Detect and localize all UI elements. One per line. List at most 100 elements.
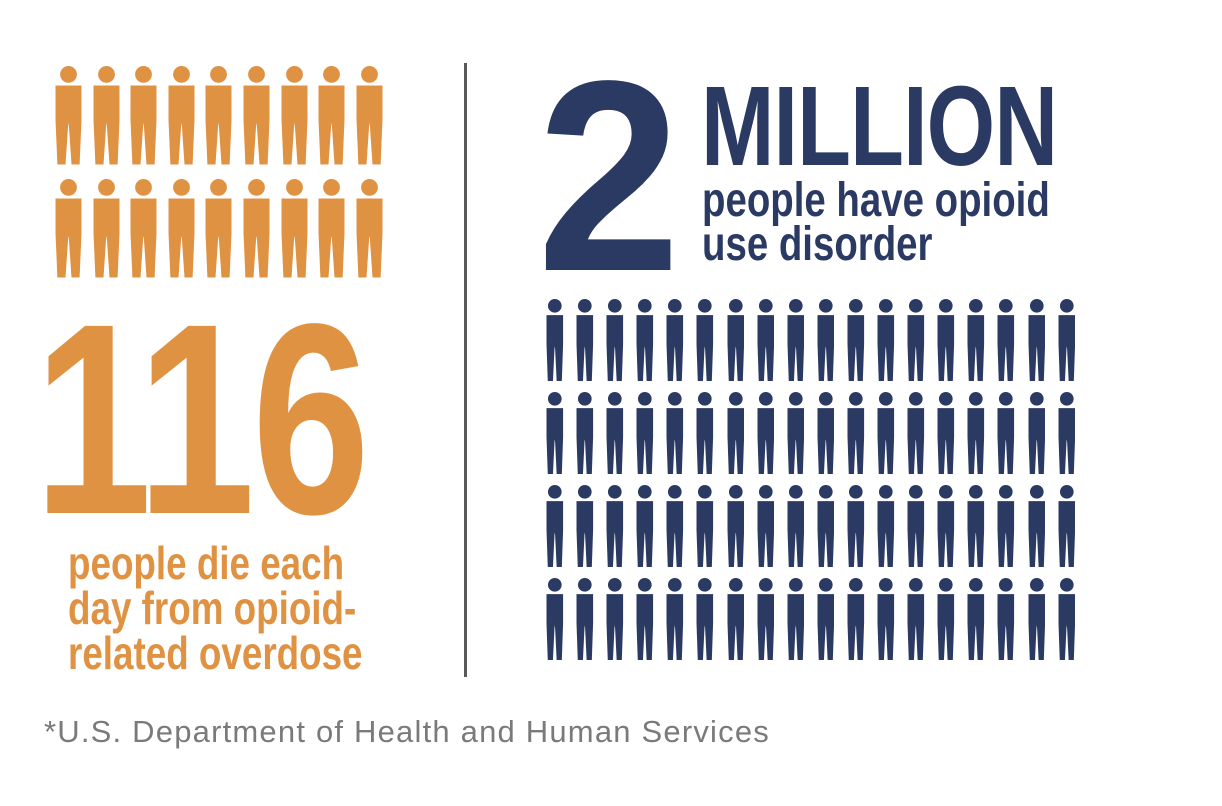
overdose-caption-line-1: people die each: [68, 537, 345, 589]
person-icon: [1058, 392, 1075, 475]
person-icon: [356, 179, 383, 278]
person-icon: [318, 66, 345, 165]
disorder-stat-number: 2: [537, 24, 681, 328]
person-icon: [967, 485, 985, 568]
person-icon: [937, 392, 955, 475]
person-icon: [576, 299, 594, 382]
person-icon: [1027, 299, 1045, 382]
disorder-pictogram-grid: [546, 299, 1075, 662]
person-icon: [997, 485, 1015, 568]
person-icon: [1058, 299, 1075, 382]
person-icon: [606, 485, 624, 568]
person-icon: [636, 485, 654, 568]
person-icon: [757, 485, 774, 568]
person-icon: [243, 66, 270, 165]
person-icon: [666, 578, 684, 661]
person-icon: [847, 392, 865, 475]
person-icon: [757, 299, 774, 382]
person-icon: [1027, 578, 1045, 661]
disorder-caption-line-2: use disorder: [702, 218, 933, 271]
person-icon: [696, 578, 714, 661]
person-icon: [877, 485, 895, 568]
person-icon: [937, 299, 955, 382]
person-icon: [967, 299, 985, 382]
person-icon: [787, 578, 804, 661]
person-icon: [907, 485, 925, 568]
person-icon: [636, 392, 654, 475]
person-icon: [1027, 485, 1045, 568]
person-icon: [546, 578, 564, 661]
person-icon: [546, 392, 564, 475]
person-icon: [281, 179, 308, 278]
person-icon: [55, 66, 82, 165]
person-icon: [847, 485, 865, 568]
overdose-stat-number: 116: [34, 267, 370, 571]
person-icon: [130, 66, 157, 165]
person-icon: [757, 392, 774, 475]
person-icon: [130, 179, 157, 278]
person-icon: [907, 578, 925, 661]
person-icon: [817, 299, 834, 382]
person-icon: [847, 578, 865, 661]
person-icon: [636, 578, 654, 661]
person-icon: [696, 392, 714, 475]
person-icon: [817, 485, 834, 568]
person-icon: [576, 392, 594, 475]
person-icon: [666, 485, 684, 568]
person-icon: [997, 299, 1015, 382]
person-icon: [907, 392, 925, 475]
person-icon: [93, 66, 120, 165]
person-icon: [997, 392, 1015, 475]
person-icon: [168, 66, 195, 165]
person-icon: [787, 392, 804, 475]
disorder-stat-unit: MILLION: [701, 63, 1058, 189]
person-icon: [205, 66, 232, 165]
person-icon: [318, 179, 345, 278]
person-icon: [205, 179, 232, 278]
disorder-caption: people have opioid use disorder: [702, 174, 1050, 271]
person-icon: [606, 299, 624, 382]
person-icon: [546, 485, 564, 568]
person-icon: [1027, 392, 1045, 475]
person-icon: [817, 578, 834, 661]
person-icon: [937, 485, 955, 568]
person-icon: [55, 179, 82, 278]
person-icon: [727, 299, 744, 382]
person-icon: [696, 299, 714, 382]
person-icon: [967, 392, 985, 475]
person-icon: [1058, 578, 1075, 661]
person-icon: [877, 578, 895, 661]
person-icon: [727, 578, 744, 661]
vertical-divider: [464, 63, 467, 677]
person-icon: [666, 299, 684, 382]
person-icon: [606, 578, 624, 661]
person-icon: [606, 392, 624, 475]
person-icon: [576, 485, 594, 568]
person-icon: [281, 66, 308, 165]
source-note: *U.S. Department of Health and Human Ser…: [44, 714, 770, 749]
overdose-pictogram-grid: [55, 66, 383, 279]
person-icon: [997, 578, 1015, 661]
person-icon: [727, 392, 744, 475]
person-icon: [787, 299, 804, 382]
person-icon: [937, 578, 955, 661]
person-icon: [877, 299, 895, 382]
disorder-caption-line-1: people have opioid: [702, 174, 1050, 227]
person-icon: [907, 299, 925, 382]
person-icon: [967, 578, 985, 661]
overdose-caption-line-3: related overdose: [68, 627, 363, 679]
person-icon: [877, 392, 895, 475]
person-icon: [636, 299, 654, 382]
person-icon: [168, 179, 195, 278]
person-icon: [817, 392, 834, 475]
person-icon: [696, 485, 714, 568]
person-icon: [93, 179, 120, 278]
person-icon: [576, 578, 594, 661]
overdose-caption-line-2: day from opioid-: [68, 582, 357, 634]
person-icon: [666, 392, 684, 475]
person-icon: [787, 485, 804, 568]
person-icon: [1058, 485, 1075, 568]
person-icon: [356, 66, 383, 165]
person-icon: [757, 578, 774, 661]
